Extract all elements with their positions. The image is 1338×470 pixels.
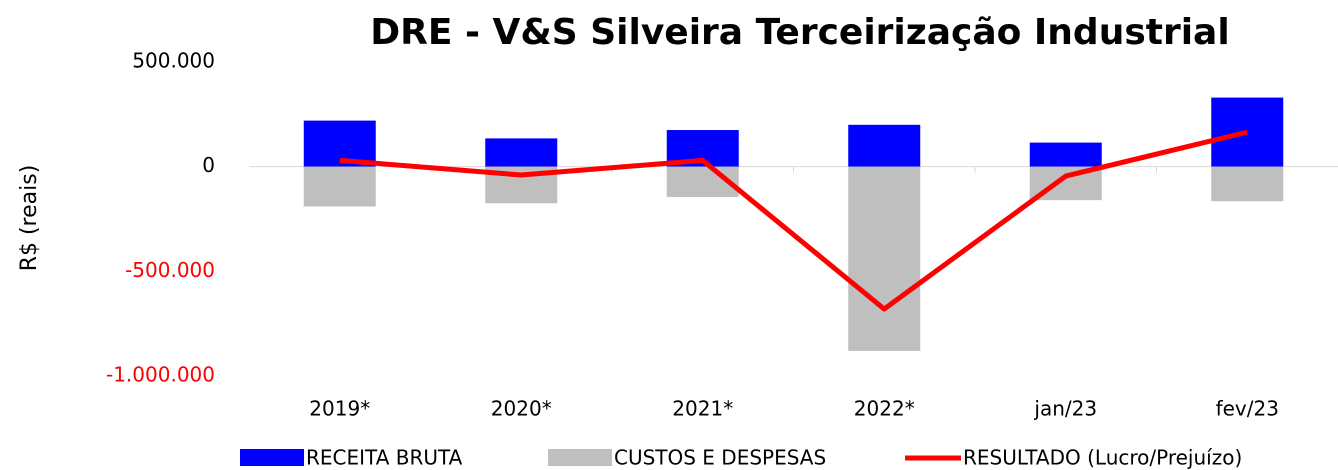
y-tick-label: 500.000	[132, 49, 215, 73]
x-tick-label: fev/23	[1216, 397, 1279, 421]
y-tick-label: -500.000	[125, 258, 215, 282]
legend-swatch	[548, 449, 612, 466]
legend-swatch	[240, 449, 304, 466]
bar	[848, 124, 921, 167]
x-tick-label: 2021*	[672, 397, 733, 421]
x-tick-label: 2022*	[854, 397, 915, 421]
y-tick-label: 0	[202, 153, 215, 177]
legend-label: RECEITA BRUTA	[306, 446, 463, 470]
bar	[1211, 166, 1284, 202]
bar	[1029, 142, 1102, 167]
y-axis-label: R$ (reais)	[17, 165, 42, 272]
x-tick-label: 2019*	[309, 397, 370, 421]
line-series	[339, 129, 1248, 312]
y-tick-label: -1.000.000	[106, 363, 215, 387]
x-tick-label: jan/23	[1033, 397, 1097, 421]
chart-title: DRE - V&S Silveira Terceirização Industr…	[370, 12, 1229, 53]
x-tick-label: 2020*	[491, 397, 552, 421]
bar	[303, 166, 376, 207]
legend-label: RESULTADO (Lucro/Prejuízo)	[963, 446, 1242, 470]
bar	[848, 166, 921, 351]
bar	[303, 120, 376, 167]
legend-label: CUSTOS E DESPESAS	[614, 446, 826, 470]
bar	[485, 138, 558, 167]
